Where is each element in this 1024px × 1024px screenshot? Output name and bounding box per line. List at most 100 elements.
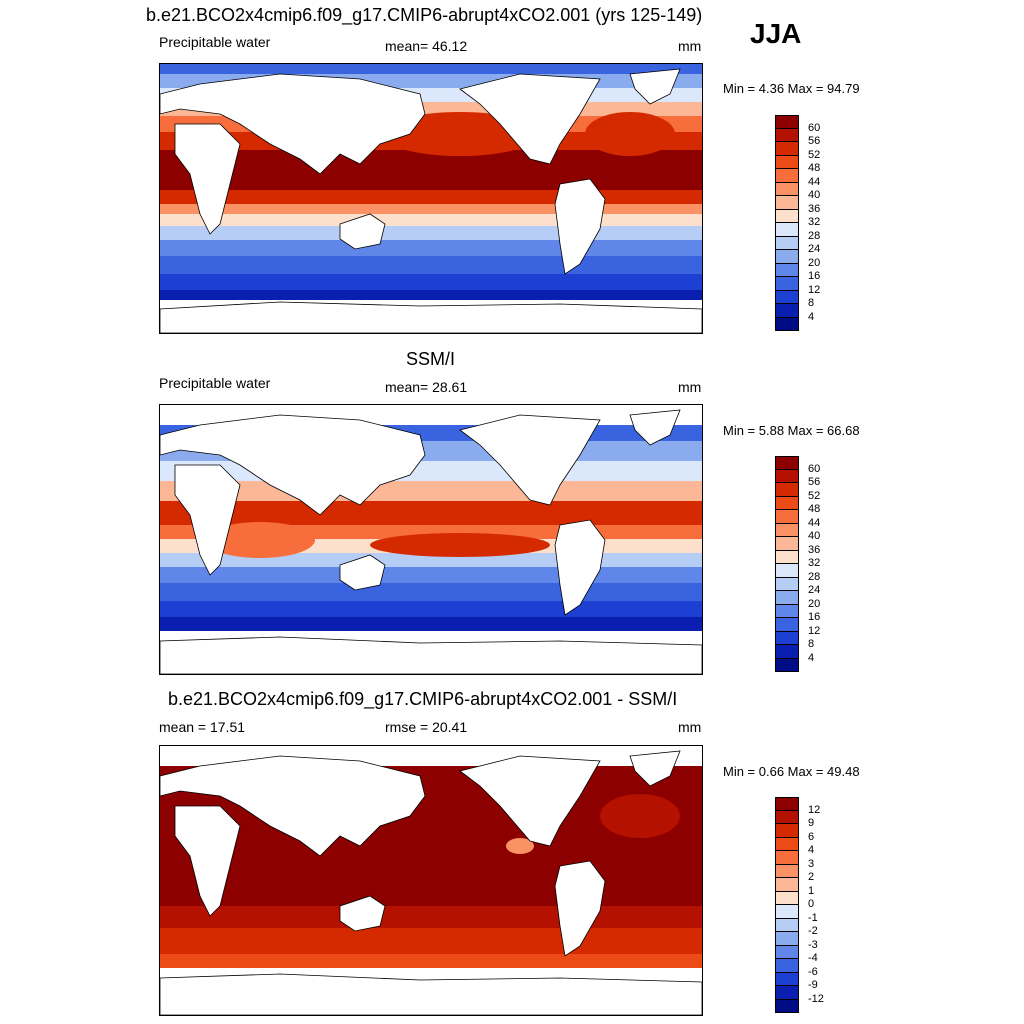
colorbar-tick-label: 4 <box>808 310 815 323</box>
colorbar-segment <box>775 618 799 632</box>
colorbar-tick-label: 40 <box>808 530 821 542</box>
panel-2-variable-label: Precipitable water <box>159 375 271 391</box>
colorbar-segment <box>775 591 799 605</box>
colorbar-tick-label: 6 <box>808 830 815 843</box>
warm-anomaly <box>600 794 680 838</box>
colorbar-segment <box>775 469 799 483</box>
colorbar-segment <box>775 810 799 824</box>
panel-3-rmse-label: rmse = 20.41 <box>385 719 468 735</box>
colorbar-tick-label: 3 <box>808 857 815 870</box>
continents <box>160 750 702 1015</box>
colorbar-segment <box>775 128 799 142</box>
field-band <box>160 274 702 290</box>
continents <box>160 68 702 333</box>
panel-2-colorbar <box>775 456 799 672</box>
colorbar-tick-label: 24 <box>808 584 821 596</box>
panel-3-map-svg <box>160 746 702 1015</box>
colorbar-segment <box>775 878 799 892</box>
colorbar-tick-label: 24 <box>808 243 821 255</box>
colorbar-segment <box>775 918 799 932</box>
colorbar-tick-label: 2 <box>808 871 815 883</box>
colorbar-segment <box>775 523 799 537</box>
field-band <box>160 501 702 525</box>
colorbar-tick-label: -12 <box>808 992 824 1005</box>
field-band <box>160 150 702 190</box>
panel-2-map <box>159 404 703 675</box>
colorbar-tick-label: -1 <box>808 911 818 924</box>
colorbar-segment <box>775 182 799 196</box>
panel-1-map-svg <box>160 64 702 333</box>
colorbar-segment <box>775 250 799 264</box>
colorbar-tick-label: 8 <box>808 638 815 650</box>
panel-3-title: b.e21.BCO2x4cmip6.f09_g17.CMIP6-abrupt4x… <box>168 689 678 709</box>
panel-3-map <box>159 745 703 1016</box>
colorbar-tick-label: 40 <box>808 189 821 201</box>
panel-1-variable-label: Precipitable water <box>159 34 271 50</box>
colorbar-segment <box>775 824 799 838</box>
colorbar-segment <box>775 223 799 237</box>
colorbar-segment <box>775 905 799 919</box>
warm-anomaly <box>585 112 675 156</box>
colorbar-tick-label: 12 <box>808 283 821 296</box>
colorbar-segment <box>775 209 799 223</box>
colorbar-segment <box>775 456 799 470</box>
colorbar-segment <box>775 142 799 156</box>
panel-1-map <box>159 63 703 334</box>
colorbar-tick-label: 28 <box>808 229 821 242</box>
field-band <box>160 256 702 274</box>
colorbar-segment <box>775 986 799 1000</box>
colorbar-tick-label: 60 <box>808 462 821 475</box>
colorbar-tick-label: -4 <box>808 952 818 964</box>
warm-anomaly <box>506 838 534 854</box>
colorbar-tick-label: 8 <box>808 297 815 309</box>
panel-3-colorbar <box>775 797 799 1013</box>
field-band <box>160 601 702 617</box>
panel-2-title: SSM/I <box>406 349 456 369</box>
colorbar-tick-label: 32 <box>808 216 821 228</box>
field-band <box>160 290 702 300</box>
panel-1-units-label: mm <box>678 38 702 54</box>
field-band <box>160 64 702 74</box>
panel-1-colorbar <box>775 115 799 331</box>
colorbar-tick-label: -9 <box>808 979 818 991</box>
field-band <box>160 906 702 928</box>
colorbar-tick-label: 56 <box>808 476 821 488</box>
colorbar-segment <box>775 999 799 1013</box>
panel-3-min-max: Min = 0.66 Max = 49.48 <box>723 764 860 779</box>
colorbar-tick-label: 1 <box>808 884 815 897</box>
colorbar-segment <box>775 891 799 905</box>
colorbar-segment <box>775 169 799 183</box>
colorbar-segment <box>775 564 799 578</box>
field-band <box>160 190 702 204</box>
colorbar-tick-label: 4 <box>808 844 815 856</box>
field-band <box>160 617 702 631</box>
colorbar-tick-label: 52 <box>808 148 821 161</box>
colorbar-segment <box>775 537 799 551</box>
colorbar-tick-label: -6 <box>808 965 818 978</box>
colorbar-segment <box>775 658 799 672</box>
colorbar-tick-label: 20 <box>808 256 821 269</box>
warm-anomaly <box>370 533 550 557</box>
continents <box>160 409 702 674</box>
colorbar-tick-label: -3 <box>808 938 818 951</box>
season-label: JJA <box>750 18 802 49</box>
colorbar-tick-label: 52 <box>808 489 821 502</box>
panel-1-min-max: Min = 4.36 Max = 94.79 <box>723 81 860 96</box>
colorbar-tick-label: 48 <box>808 162 821 174</box>
colorbar-segment <box>775 577 799 591</box>
colorbar-segment <box>775 837 799 851</box>
panel-2-map-svg <box>160 405 702 674</box>
field-band <box>160 214 702 226</box>
colorbar-segment <box>775 155 799 169</box>
panel-2-min-max: Min = 5.88 Max = 66.68 <box>723 423 860 438</box>
colorbar-segment <box>775 645 799 659</box>
colorbar-segment <box>775 304 799 318</box>
colorbar-tick-label: 44 <box>808 516 821 529</box>
colorbar-segment <box>775 631 799 645</box>
field-band <box>160 204 702 214</box>
panel-2-mean-label: mean= 28.61 <box>385 379 468 395</box>
colorbar-segment <box>775 604 799 618</box>
colorbar-tick-label: 0 <box>808 898 815 910</box>
colorbar-tick-label: 36 <box>808 202 821 215</box>
colorbar-tick-label: 44 <box>808 175 821 188</box>
